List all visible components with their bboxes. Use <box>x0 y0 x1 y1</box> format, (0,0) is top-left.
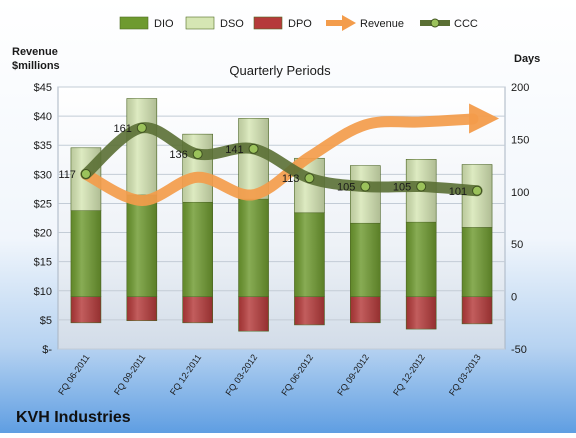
dso-bar-shade <box>126 98 157 195</box>
dio-bar-shade <box>126 194 157 297</box>
right-tick-label: 200 <box>511 82 529 94</box>
revenue-arrow-head <box>469 103 500 134</box>
legend: DIO DSO DPO Revenue CCC <box>119 15 478 31</box>
left-tick-label: $45 <box>34 82 52 94</box>
lines <box>80 103 500 207</box>
dpo-bar-shade <box>126 296 157 321</box>
ccc-marker <box>304 173 315 184</box>
left-axis-label-line1: Revenue <box>12 46 58 58</box>
ccc-marker <box>248 143 259 154</box>
legend-label: CCC <box>454 18 478 30</box>
left-axis-label-line2: $millions <box>12 60 60 72</box>
ccc-data-label: 101 <box>449 186 467 198</box>
ccc-marker <box>136 122 147 133</box>
company-name: KVH Industries <box>16 409 131 426</box>
left-tick-label: $40 <box>34 111 52 123</box>
dpo-bar-shade <box>70 296 101 323</box>
left-tick-label: $25 <box>34 198 52 210</box>
dpo-bar-shade <box>182 296 213 323</box>
left-tick-label: $5 <box>40 315 52 327</box>
legend-swatch <box>119 16 149 30</box>
ccc-data-label: 105 <box>393 182 411 194</box>
left-tick-label: $15 <box>34 257 52 269</box>
dio-bar-shade <box>294 212 325 297</box>
ccc-data-label: 105 <box>337 182 355 194</box>
dio-bar-shade <box>350 223 381 297</box>
revenue-line <box>80 113 479 207</box>
dpo-bar-shade <box>294 296 325 325</box>
right-tick-label: 100 <box>511 187 529 199</box>
ccc-data-label: 113 <box>282 173 300 185</box>
left-tick-label: $30 <box>34 169 52 181</box>
legend-label: DSO <box>220 18 244 30</box>
dpo-bar-shade <box>462 296 493 324</box>
ccc-marker <box>360 181 371 192</box>
ccc-data-label: 136 <box>169 149 187 161</box>
chart-title: Quarterly Periods <box>229 63 331 78</box>
dio-bar-shade <box>406 222 437 297</box>
right-tick-label: -50 <box>511 344 527 356</box>
ccc-marker <box>416 181 427 192</box>
ccc-marker <box>80 168 91 179</box>
right-axis-label: Days <box>514 53 540 65</box>
dio-bar-shade <box>70 210 101 297</box>
dio-bar-shade <box>462 227 493 297</box>
ccc-data-label: 161 <box>113 123 131 135</box>
legend-label: DIO <box>154 18 174 30</box>
ccc-data-label: 141 <box>225 144 243 156</box>
legend-swatch-arrow <box>342 15 356 31</box>
legend-swatch <box>185 16 215 30</box>
right-tick-label: 0 <box>511 292 517 304</box>
dio-bar-shade <box>182 202 213 297</box>
legend-swatch-marker <box>430 18 440 28</box>
right-tick-label: 150 <box>511 134 529 146</box>
ccc-data-label: 117 <box>58 169 76 181</box>
left-tick-label: $- <box>42 344 52 356</box>
ccc-marker <box>472 185 483 196</box>
left-tick-label: $35 <box>34 140 52 152</box>
dso-bar-shade <box>350 165 381 224</box>
bars <box>70 98 493 332</box>
left-tick-label: $20 <box>34 228 52 240</box>
dpo-bar-shade <box>238 296 269 332</box>
legend-label: Revenue <box>360 18 404 30</box>
legend-swatch <box>253 16 283 30</box>
legend-label: DPO <box>288 18 312 30</box>
left-tick-label: $10 <box>34 286 52 298</box>
dio-bar-shade <box>238 199 269 297</box>
dpo-bar-shade <box>406 296 437 330</box>
dpo-bar-shade <box>350 296 381 323</box>
ccc-marker <box>192 149 203 160</box>
right-tick-label: 50 <box>511 239 523 251</box>
data-labels: 117 161 136 141 113 105 105 101 <box>58 123 467 198</box>
